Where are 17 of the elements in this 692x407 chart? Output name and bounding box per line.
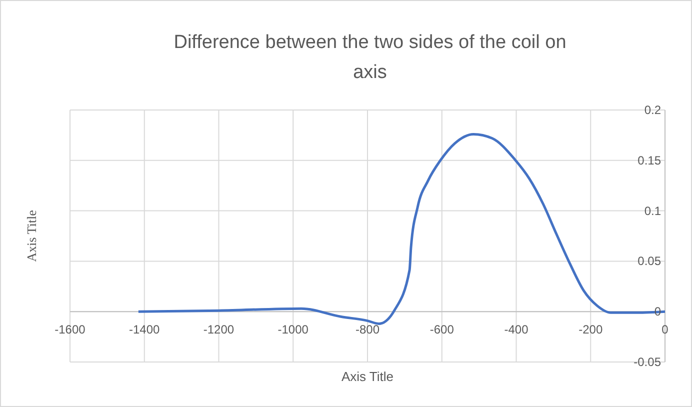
y-tick-label: 0.1 bbox=[644, 204, 662, 218]
x-tick-label: -600 bbox=[430, 322, 454, 337]
y-tick-label: 0.15 bbox=[638, 153, 662, 168]
x-tick-label: -1400 bbox=[129, 322, 160, 337]
chart-title: Difference between the two sides of the coil on axis bbox=[174, 32, 566, 83]
y-axis-title: Axis Title bbox=[24, 210, 39, 262]
x-tick-label: -400 bbox=[504, 322, 529, 337]
line-series bbox=[137, 132, 666, 325]
y-tick-label: -0.05 bbox=[634, 355, 662, 369]
x-tick-label: -800 bbox=[355, 322, 380, 337]
x-axis-title: Axis Title bbox=[341, 369, 394, 384]
x-tick-label: -1000 bbox=[278, 322, 309, 337]
y-tick-label: 0.05 bbox=[638, 254, 662, 268]
x-tick-label: -200 bbox=[578, 322, 603, 337]
x-tick-label: -1600 bbox=[54, 322, 86, 337]
y-tick-label: 0.2 bbox=[644, 103, 662, 117]
x-tick-label: -1200 bbox=[203, 322, 234, 337]
